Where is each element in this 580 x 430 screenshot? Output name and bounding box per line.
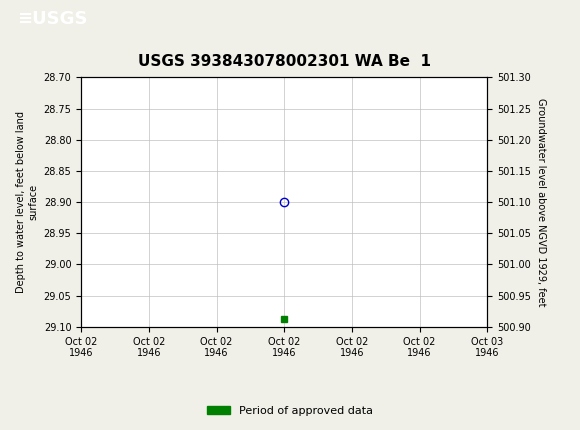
Title: USGS 393843078002301 WA Be  1: USGS 393843078002301 WA Be 1 [137, 54, 431, 69]
Legend: Period of approved data: Period of approved data [203, 401, 377, 420]
Y-axis label: Groundwater level above NGVD 1929, feet: Groundwater level above NGVD 1929, feet [536, 98, 546, 306]
Y-axis label: Depth to water level, feet below land
surface: Depth to water level, feet below land su… [16, 111, 38, 293]
Text: ≡USGS: ≡USGS [17, 10, 88, 28]
